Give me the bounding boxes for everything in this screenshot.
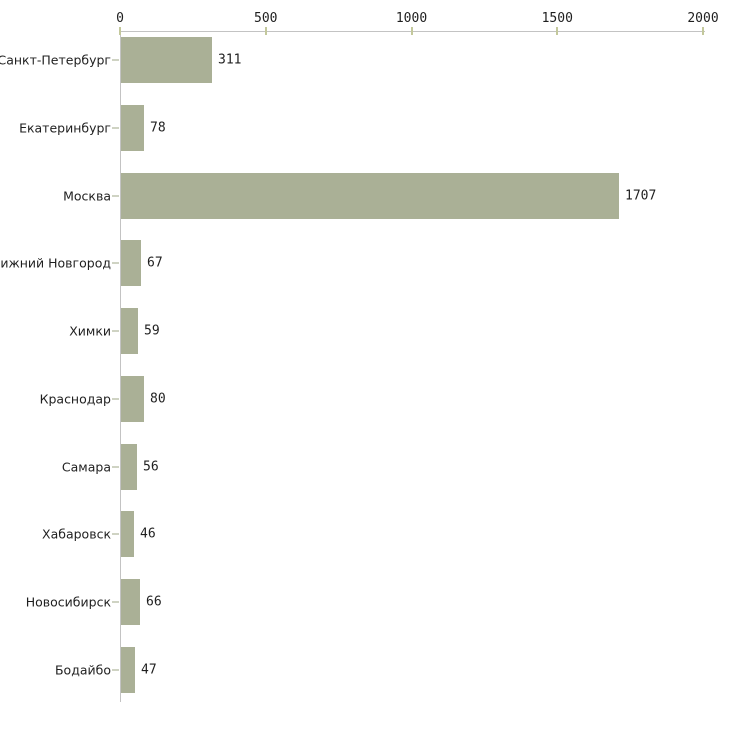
category-label: Краснодар <box>39 391 111 407</box>
category-label: Москва <box>63 188 111 204</box>
x-axis-tick-mark <box>265 27 267 35</box>
x-axis-tick-mark <box>411 27 413 35</box>
bar-value-label: 78 <box>150 120 166 136</box>
bar <box>121 240 141 286</box>
bar-value-label: 46 <box>140 526 156 542</box>
category-tick-mark <box>112 398 119 400</box>
x-axis-tick-mark <box>702 27 704 35</box>
category-tick-mark <box>112 466 119 468</box>
bar <box>121 647 135 693</box>
bar <box>121 308 138 354</box>
category-label: Химки <box>69 323 111 339</box>
category-label: Новосибирск <box>25 594 111 610</box>
category-tick-mark <box>112 59 119 61</box>
y-axis-line <box>120 31 121 702</box>
bar <box>121 105 144 151</box>
bar-value-label: 66 <box>146 594 162 610</box>
category-tick-mark <box>112 669 119 671</box>
category-tick-mark <box>112 601 119 603</box>
x-axis-tick-label: 0 <box>116 11 124 26</box>
x-axis-tick-label: 1000 <box>395 11 428 26</box>
category-tick-mark <box>112 195 119 197</box>
bar <box>121 376 144 422</box>
x-axis-tick-mark <box>119 27 121 35</box>
category-label: Екатеринбург <box>19 120 111 136</box>
category-label: Бодайбо <box>54 662 111 678</box>
x-axis-tick-label: 2000 <box>687 11 719 26</box>
bar-value-label: 1707 <box>625 188 657 204</box>
bar-value-label: 67 <box>147 255 163 271</box>
category-tick-mark <box>112 533 119 535</box>
category-label: Нижний Новгород <box>0 255 111 271</box>
category-tick-mark <box>112 262 119 264</box>
bar <box>121 173 619 219</box>
bar <box>121 37 212 83</box>
category-tick-mark <box>112 127 119 129</box>
category-label: Хабаровск <box>42 526 111 542</box>
category-tick-mark <box>112 330 119 332</box>
category-label: Санкт-Петербург <box>0 52 111 68</box>
bar-value-label: 47 <box>141 662 157 678</box>
x-axis-tick-mark <box>556 27 558 35</box>
bar <box>121 511 134 557</box>
x-axis-tick-label: 1500 <box>541 11 573 26</box>
bar-value-label: 80 <box>150 391 166 407</box>
bar <box>121 579 140 625</box>
x-axis-tick-label: 500 <box>254 11 278 26</box>
bar <box>121 444 137 490</box>
category-label: Самара <box>61 459 111 475</box>
bar-value-label: 59 <box>144 323 160 339</box>
bar-value-label: 311 <box>218 52 242 68</box>
bar-value-label: 56 <box>143 459 159 475</box>
